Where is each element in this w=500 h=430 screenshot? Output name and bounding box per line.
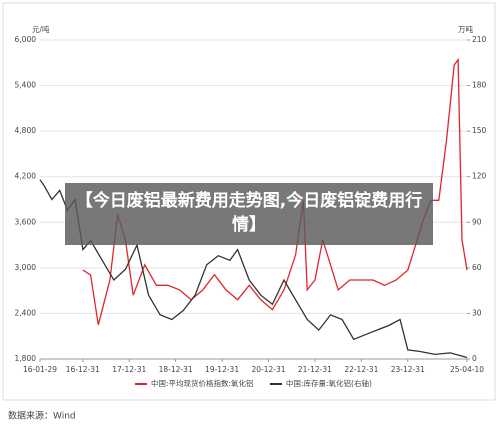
chart-frame <box>2 2 496 401</box>
y-unit: 元/吨 <box>32 24 50 34</box>
y-tick-label: 2,400 <box>15 308 37 317</box>
series-line <box>39 179 468 359</box>
legend-label: 中国:平均现货价格指数:氧化铝 <box>151 378 254 388</box>
y2-tick-label: 150 <box>472 126 487 135</box>
x-tick-label: 22-12-31 <box>344 365 378 374</box>
x-tick-label: 21-12-31 <box>298 365 332 374</box>
overlay-title: 【今日废铝最新费用走势图,今日废铝锭费用行情】 <box>65 183 433 245</box>
x-tick-label: 16-01-29 <box>23 365 57 374</box>
legend-label: 中国:库存量:氧化铝(右轴) <box>286 378 372 388</box>
y-tick-label: 6,000 <box>15 35 37 44</box>
x-tick-label: 23-12-31 <box>391 365 425 374</box>
y-tick-label: 5,400 <box>15 81 37 90</box>
y2-tick-label: 180 <box>472 81 487 90</box>
y-tick-label: 4,200 <box>15 172 37 181</box>
x-tick-label: 17-12-31 <box>112 365 146 374</box>
y2-tick-label: 30 <box>472 308 482 317</box>
y2-tick-label: 60 <box>472 263 482 272</box>
y2-tick-label: 120 <box>472 172 487 181</box>
source: 数据来源：Wind <box>8 410 76 422</box>
x-tick-label: 18-12-31 <box>159 365 193 374</box>
x-tick-label: 19-12-31 <box>205 365 239 374</box>
y2-tick-label: 90 <box>472 217 482 226</box>
y-tick-label: 1,800 <box>15 354 37 363</box>
y2-tick-label: 210 <box>472 35 487 44</box>
y-tick-label: 3,600 <box>15 217 37 226</box>
y-tick-label: 3,000 <box>15 263 37 272</box>
y2-tick-label: 0 <box>472 354 477 363</box>
y-tick-label: 4,800 <box>15 126 37 135</box>
x-tick-label: 25-04-10 <box>450 365 484 374</box>
x-tick-label: 20-12-31 <box>251 365 285 374</box>
y2-unit: 万吨 <box>458 24 473 34</box>
x-tick-label: 16-12-31 <box>66 365 100 374</box>
